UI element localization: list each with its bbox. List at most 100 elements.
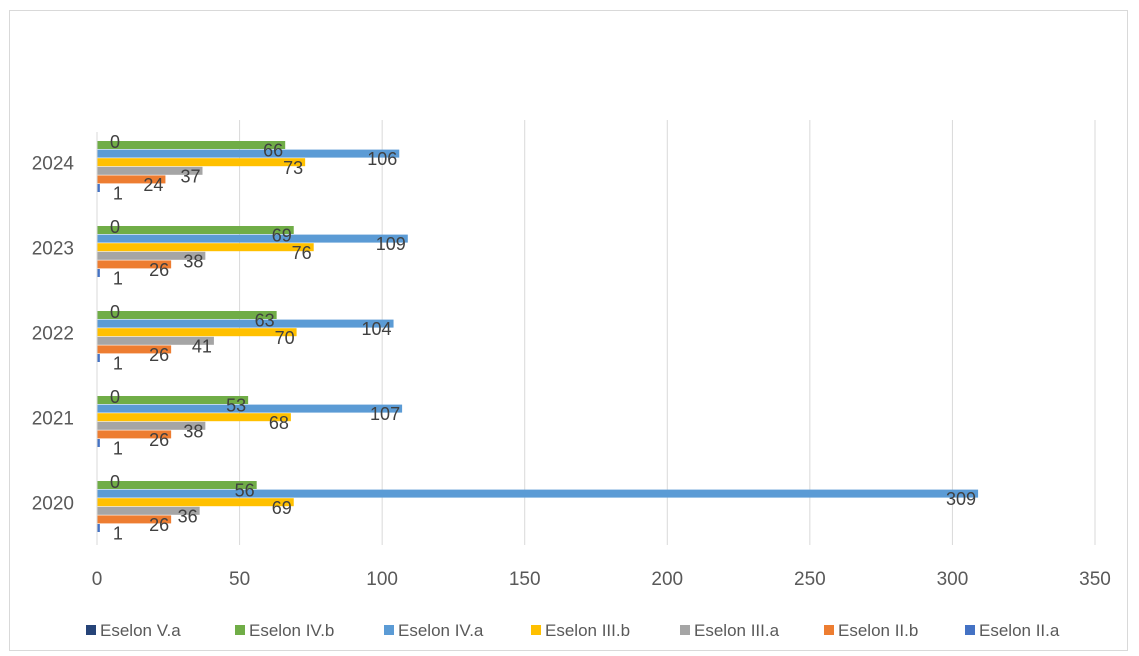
bar	[97, 515, 172, 524]
x-tick-label: 50	[229, 569, 250, 590]
data-label: 38	[183, 251, 203, 271]
data-label: 1	[113, 269, 123, 289]
legend-label: Eselon V.a	[100, 621, 181, 640]
legend-label: Eselon II.a	[979, 621, 1060, 640]
data-label: 1	[113, 184, 123, 204]
bar	[97, 149, 400, 158]
bar	[97, 498, 294, 507]
legend-item: Eselon III.a	[680, 621, 780, 640]
data-label: 109	[376, 234, 406, 254]
data-label: 26	[149, 260, 169, 280]
legend: Eselon V.a Eselon IV.b Eselon IV.a Eselon I…	[86, 621, 1060, 640]
y-tick-label: 2022	[32, 324, 74, 345]
bar	[97, 421, 206, 430]
legend-label: Eselon III.a	[694, 621, 780, 640]
bar	[97, 269, 100, 277]
data-label: 1	[113, 439, 123, 459]
bar	[97, 524, 100, 532]
legend-swatch	[384, 625, 394, 635]
y-tick-label: 2021	[32, 409, 74, 430]
legend-swatch	[680, 625, 690, 635]
data-label: 70	[275, 328, 295, 348]
bar	[97, 354, 100, 362]
legend-item: Eselon III.b	[531, 621, 630, 640]
bar	[97, 489, 979, 498]
bar	[97, 251, 206, 260]
data-label: 106	[367, 149, 397, 169]
legend-item: Eselon II.b	[824, 621, 918, 640]
legend-item: Eselon V.a	[86, 621, 181, 640]
legend-swatch	[235, 625, 245, 635]
bar	[97, 141, 286, 149]
bars	[97, 141, 979, 532]
data-label: 24	[143, 175, 163, 195]
bar	[97, 243, 314, 252]
data-label: 38	[183, 421, 203, 441]
data-label: 0	[110, 302, 120, 322]
bar	[97, 481, 257, 489]
x-tick-label: 300	[937, 569, 969, 590]
bar	[97, 345, 172, 354]
legend-swatch	[824, 625, 834, 635]
data-label: 104	[362, 319, 392, 339]
data-label: 66	[263, 141, 283, 161]
legend-item: Eselon II.a	[965, 621, 1060, 640]
data-label: 1	[113, 354, 123, 374]
bar	[97, 226, 294, 234]
bar	[97, 234, 408, 243]
legend-item: Eselon IV.b	[235, 621, 334, 640]
bar	[97, 184, 100, 192]
y-axis: 2020 2021 2022 2023 2024	[32, 132, 98, 545]
legend-swatch	[965, 625, 975, 635]
x-tick-label: 150	[509, 569, 541, 590]
bar	[97, 439, 100, 447]
legend-label: Eselon III.b	[545, 621, 630, 640]
data-label: 56	[235, 481, 255, 501]
bar	[97, 260, 172, 269]
x-tick-label: 100	[366, 569, 398, 590]
data-label: 69	[272, 498, 292, 518]
bar	[97, 158, 306, 167]
y-tick-label: 2024	[32, 154, 75, 175]
legend-label: Eselon II.b	[838, 621, 918, 640]
data-label: 1	[113, 524, 123, 544]
x-tick-label: 200	[651, 569, 683, 590]
bar	[97, 328, 297, 337]
data-label: 0	[110, 217, 120, 237]
bar	[97, 319, 394, 328]
data-label: 0	[110, 387, 120, 407]
data-label: 68	[269, 413, 289, 433]
bar	[97, 413, 291, 422]
y-tick-label: 2020	[32, 494, 74, 515]
data-label: 73	[283, 158, 303, 178]
bar	[97, 430, 172, 439]
x-tick-label: 250	[794, 569, 826, 590]
legend-swatch	[531, 625, 541, 635]
legend-item: Eselon IV.a	[384, 621, 484, 640]
data-label: 0	[110, 132, 120, 152]
legend-label: Eselon IV.b	[249, 621, 334, 640]
data-label: 41	[192, 336, 212, 356]
x-tick-label: 0	[92, 569, 103, 590]
bar	[97, 175, 166, 184]
data-label: 37	[180, 166, 200, 186]
x-tick-label: 350	[1079, 569, 1111, 590]
x-axis: 0 50 100 150 200 250 300 350	[92, 569, 1111, 590]
data-label: 76	[292, 243, 312, 263]
data-label: 0	[110, 472, 120, 492]
data-label: 36	[178, 506, 198, 526]
bar	[97, 506, 200, 515]
y-tick-label: 2023	[32, 239, 74, 260]
data-label: 69	[272, 226, 292, 246]
bar	[97, 396, 249, 404]
bar	[97, 311, 277, 319]
data-label: 63	[255, 311, 275, 331]
bar	[97, 166, 203, 175]
data-label: 26	[149, 430, 169, 450]
data-label: 26	[149, 345, 169, 365]
bar	[97, 336, 214, 345]
gridlines	[239, 120, 1096, 545]
data-label: 309	[946, 489, 976, 509]
data-labels: 1 26 36 69 309 56 0 1 26 38 68 107 53 0 1 26 41 70 104 63 0 1…	[110, 132, 976, 544]
